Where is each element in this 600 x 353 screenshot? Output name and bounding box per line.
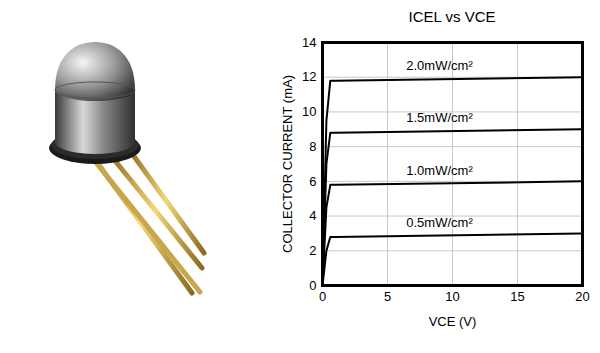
svg-text:10: 10 [445,289,459,304]
svg-text:6: 6 [309,174,316,189]
html-text:ICEL vs VCE: ICEL vs VCE [408,8,496,25]
svg-text:10: 10 [302,104,316,119]
svg-text:15: 15 [510,289,524,304]
svg-text:4: 4 [309,208,316,223]
svg-text:VCE (V): VCE (V) [429,314,477,329]
svg-text:12: 12 [302,69,316,84]
svg-text:COLLECTOR CURRENT (mA): COLLECTOR CURRENT (mA) [280,75,295,253]
svg-text:0: 0 [309,278,316,293]
svg-text:2: 2 [309,243,316,258]
svg-text:2.0mW/cm²: 2.0mW/cm² [406,58,473,73]
svg-text:5: 5 [384,289,391,304]
svg-text:0.5mW/cm²: 0.5mW/cm² [406,215,473,230]
svg-text:0: 0 [319,289,326,304]
svg-text:8: 8 [309,139,316,154]
svg-text:1.0mW/cm²: 1.0mW/cm² [406,163,473,178]
svg-text:14: 14 [302,35,316,50]
svg-text:1.5mW/cm²: 1.5mW/cm² [406,110,473,125]
svg-text:20: 20 [575,289,589,304]
